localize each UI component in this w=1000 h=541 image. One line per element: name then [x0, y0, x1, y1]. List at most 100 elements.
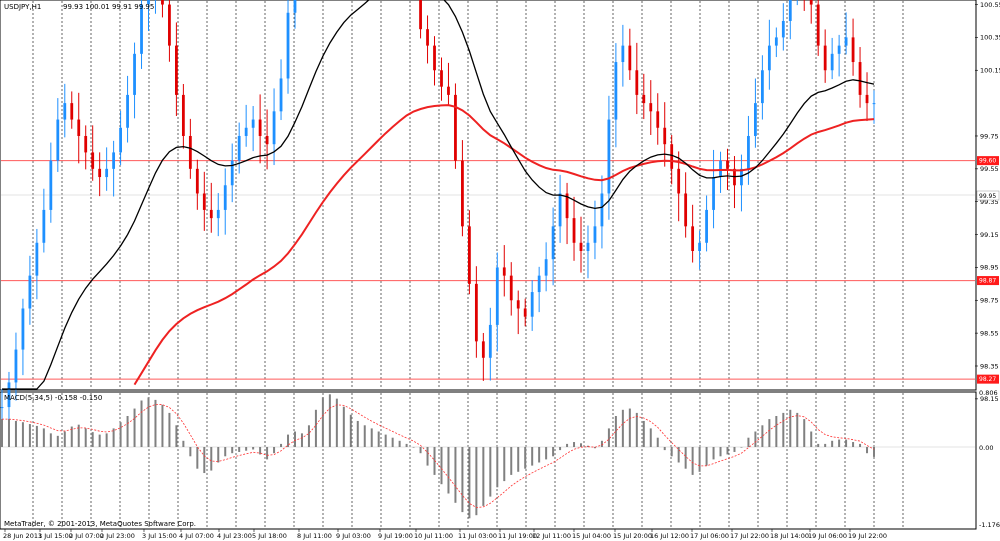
time-axis-label: 12 Jul 11:00: [532, 532, 571, 540]
time-axis-label: 18 Jul 14:00: [770, 532, 809, 540]
time-axis-label: 11 Jul 03:00: [458, 532, 497, 540]
macd-bar: [740, 447, 743, 448]
current-price-value: 99.95: [979, 193, 996, 200]
macd-bar: [824, 443, 827, 447]
candle-body: [844, 37, 848, 46]
candle-body: [467, 226, 471, 284]
candle-body: [774, 37, 778, 46]
macd-bar: [524, 447, 527, 469]
macd-bar: [189, 447, 192, 457]
macd-bar: [698, 447, 701, 472]
fast-moving-average-line: [2, 0, 875, 390]
time-axis-label: 19 Jul 22:00: [848, 532, 887, 540]
macd-bar: [175, 425, 178, 447]
candle-body: [42, 209, 46, 243]
macd-bar: [245, 447, 248, 451]
candle-body: [705, 209, 708, 243]
candle-body: [272, 111, 276, 145]
macd-bar: [538, 447, 541, 463]
macd-bar: [852, 442, 855, 447]
macd-bar: [300, 433, 303, 447]
macd-bar: [635, 412, 638, 447]
candle-body: [112, 152, 116, 169]
candle-body: [230, 160, 234, 186]
candle-body: [426, 29, 429, 46]
candle-body: [607, 119, 611, 194]
macd-bar: [705, 447, 708, 466]
candle-body: [209, 209, 213, 219]
macd-bar: [573, 442, 576, 447]
candle-body: [621, 45, 625, 63]
grid-lines: [1, 1, 975, 528]
macd-bar: [454, 447, 457, 503]
macd-bar: [670, 447, 673, 457]
macd-bar: [293, 431, 296, 447]
macd-bar: [63, 431, 66, 447]
candle-body: [495, 267, 499, 325]
candle-body: [767, 45, 771, 71]
candle-body: [119, 127, 122, 153]
macd-axis-top: 0.806: [979, 389, 998, 397]
macd-bar: [803, 419, 806, 447]
macd-bar: [552, 447, 555, 457]
macd-bar: [377, 431, 380, 447]
candle-body: [251, 119, 255, 128]
candle-body: [530, 292, 534, 317]
candle-body: [188, 135, 192, 169]
price-axis-label: 99.35: [980, 198, 999, 206]
candle-body: [600, 193, 604, 227]
macd-pane[interactable]: [0, 391, 977, 530]
candle-body: [809, 0, 813, 5]
macd-bar: [775, 416, 778, 447]
macd-bar: [314, 409, 317, 447]
macd-bar: [42, 428, 45, 447]
price-axis-label: 100.15: [980, 67, 1000, 75]
candle-body: [502, 267, 506, 276]
macd-bar: [747, 437, 750, 447]
candle-body: [126, 94, 129, 128]
macd-bar: [217, 447, 220, 463]
candle-body: [781, 20, 785, 38]
macd-bar: [307, 425, 310, 447]
macd-bar: [628, 408, 631, 447]
macd-bar: [328, 394, 331, 447]
level-price-tag: [977, 374, 999, 384]
level-price-tag-text: 98.27: [979, 376, 996, 383]
time-axis-label: 5 Jul 18:00: [252, 532, 287, 540]
macd-bar: [566, 443, 569, 447]
price-axis-label: 100.55: [980, 1, 1000, 9]
candle-body: [691, 226, 695, 251]
macd-bar: [321, 397, 324, 447]
time-axis-label: 15 Jul 20:00: [613, 532, 652, 540]
time-axis-label: 3 Jul 15:00: [142, 532, 177, 540]
candle-body: [63, 103, 67, 120]
macd-bar: [517, 447, 520, 472]
level-price-tag-text: 98.87: [979, 278, 996, 285]
candle-body: [265, 135, 269, 145]
time-axis-label: 19 Jul 06:00: [808, 532, 847, 540]
macd-bar: [684, 447, 687, 469]
candle-body: [586, 242, 590, 251]
price-axis-label: 98.55: [980, 329, 999, 337]
macd-bar: [531, 447, 534, 466]
macd-axis-bottom: -1.176: [979, 521, 1000, 529]
candle-body: [593, 226, 597, 243]
candle-body: [35, 242, 39, 276]
macd-bar: [224, 447, 227, 457]
macd-bar: [831, 440, 834, 447]
candle-body: [712, 177, 715, 210]
candle-body: [168, 4, 171, 46]
candle-body: [474, 283, 478, 342]
candle-body: [140, 4, 143, 54]
candle-body: [91, 152, 95, 169]
macd-bar: [182, 440, 185, 447]
price-axis-label: 98.15: [980, 395, 999, 403]
macd-bar: [607, 428, 610, 447]
macd-bar: [873, 447, 875, 457]
macd-bar: [468, 447, 471, 519]
candle-body: [837, 45, 841, 54]
macd-bar: [349, 414, 352, 447]
macd-bar: [419, 447, 422, 454]
